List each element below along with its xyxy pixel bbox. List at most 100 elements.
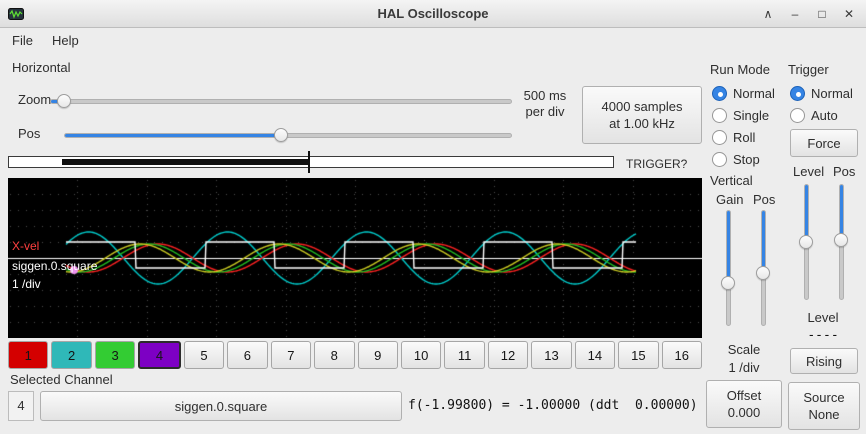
samples-line2: at 1.00 kHz [609,116,675,131]
trigger-level-slider[interactable] [799,184,813,300]
horizontal-pos-trough[interactable] [64,133,512,138]
menubar: File Help [0,28,866,54]
menu-file[interactable]: File [12,33,33,48]
record-fill [62,159,309,165]
vertical-frame-label: Vertical [710,173,753,188]
horizontal-pos-handle[interactable] [274,128,288,142]
record-position-bar[interactable] [8,156,614,168]
zoom-slider-handle[interactable] [57,94,71,108]
vertical-gain-handle[interactable] [721,276,735,290]
channel-source-button[interactable]: siggen.0.square [40,391,402,421]
pos-label: Pos [18,126,41,141]
zoom-slider[interactable] [50,93,512,109]
trigger-level-readout-value: ---- [807,328,839,343]
scope-scale-label: 1 /div [12,277,41,291]
scope-channel4-label: siggen.0.square [12,259,98,273]
runmode-option-label: Roll [733,130,756,145]
vertical-offset-button[interactable]: Offset 0.000 [706,380,782,428]
trigger-source-line2: None [808,407,840,422]
vertical-scale-label: Scale [727,342,761,357]
scope-display[interactable]: X-vel siggen.0.square 1 /div [8,178,702,338]
trigger-pos-fill [840,185,843,238]
channel-button-14[interactable]: 14 [574,341,616,369]
vertical-gain-slider[interactable] [721,210,735,326]
channel-source-label: siggen.0.square [174,398,268,414]
trigger-pos-slider-label: Pos [833,164,856,179]
horizontal-pos-fill [65,134,282,137]
channel-button-6[interactable]: 6 [227,341,268,369]
channel-button-10[interactable]: 10 [400,341,442,369]
radio-icon [712,108,727,123]
channel-button-2[interactable]: 2 [51,341,92,369]
trigger-pos-slider[interactable] [834,184,848,300]
scope-canvas[interactable] [8,178,702,338]
trigger-level-readout-label: Level [807,310,839,325]
vertical-offset-value: 0.000 [727,405,761,420]
channel-button-3[interactable]: 3 [94,341,136,369]
vertical-gain-fill [727,211,730,281]
samples-line1: 4000 samples [601,99,683,114]
trigger-option-label: Normal [811,86,853,101]
radio-icon [790,86,805,101]
zoom-slider-trough[interactable] [50,99,512,104]
channel-value-readout: f(-1.99800) = -1.00000 (ddt 0.00000) [408,398,698,413]
runmode-option-label: Normal [733,86,775,101]
horizontal-frame-label: Horizontal [12,60,71,75]
shade-button[interactable]: ∧ [763,7,773,21]
runmode-option-normal[interactable]: Normal [712,85,775,102]
vertical-gain-trough[interactable] [726,210,731,326]
channel-button-5[interactable]: 5 [183,341,225,369]
close-button[interactable]: ✕ [843,7,855,21]
channel-button-4[interactable]: 4 [138,341,181,369]
selected-channel-frame-label: Selected Channel [10,372,113,387]
samples-button[interactable]: 4000 samples at 1.00 kHz [582,86,702,144]
scope-channel1-label: X-vel [12,239,40,253]
trigger-level-handle[interactable] [799,235,813,249]
runmode-option-stop[interactable]: Stop [712,151,760,168]
trigger-option-label: Auto [811,108,838,123]
horizontal-pos-slider[interactable] [64,127,512,143]
menu-help[interactable]: Help [52,33,79,48]
titlebar: HAL Oscilloscope ∧ – □ ✕ [0,0,866,28]
force-button[interactable]: Force [790,129,858,157]
trigger-frame-label: Trigger [788,62,829,77]
timebase-value: 500 ms [523,88,567,103]
vertical-gain-label: Gain [716,192,744,207]
runmode-option-label: Single [733,108,770,123]
trigger-source-button[interactable]: Source None [788,382,860,430]
channel-button-7[interactable]: 7 [270,341,312,369]
force-button-label: Force [807,135,841,151]
runmode-option-roll[interactable]: Roll [712,129,755,146]
channel-button-12[interactable]: 12 [487,341,529,369]
trigger-edge-label: Rising [805,353,843,369]
radio-icon [712,86,727,101]
timebase-unit: per div [525,104,565,119]
maximize-button[interactable]: □ [818,7,826,21]
minimize-button[interactable]: – [791,7,799,21]
trigger-option-auto[interactable]: Auto [790,107,838,124]
window-title: HAL Oscilloscope [377,6,489,21]
runmode-option-single[interactable]: Single [712,107,769,124]
vertical-pos-slider[interactable] [756,210,770,326]
trigger-status-label: TRIGGER? [626,157,688,171]
vertical-pos-label: Pos [753,192,776,207]
channel-button-15[interactable]: 15 [618,341,659,369]
trigger-option-normal[interactable]: Normal [790,85,853,102]
trigger-position-cursor[interactable] [308,151,310,173]
trigger-pos-handle[interactable] [834,233,848,247]
channel-button-9[interactable]: 9 [357,341,398,369]
app-icon [8,6,24,22]
channel-button-8[interactable]: 8 [314,341,355,369]
vertical-pos-fill [762,211,765,271]
channel-button-16[interactable]: 16 [661,341,702,369]
selected-channel-number: 4 [8,391,34,421]
channel-button-13[interactable]: 13 [531,341,572,369]
vertical-pos-handle[interactable] [756,266,770,280]
channel-button-11[interactable]: 11 [444,341,485,369]
trigger-edge-button[interactable]: Rising [790,348,858,374]
timebase-readout: 500 ms per div [512,88,578,120]
channel-button-1[interactable]: 1 [8,341,49,369]
trigger-level-fill [805,185,808,240]
window-controls: ∧ – □ ✕ [759,4,858,24]
